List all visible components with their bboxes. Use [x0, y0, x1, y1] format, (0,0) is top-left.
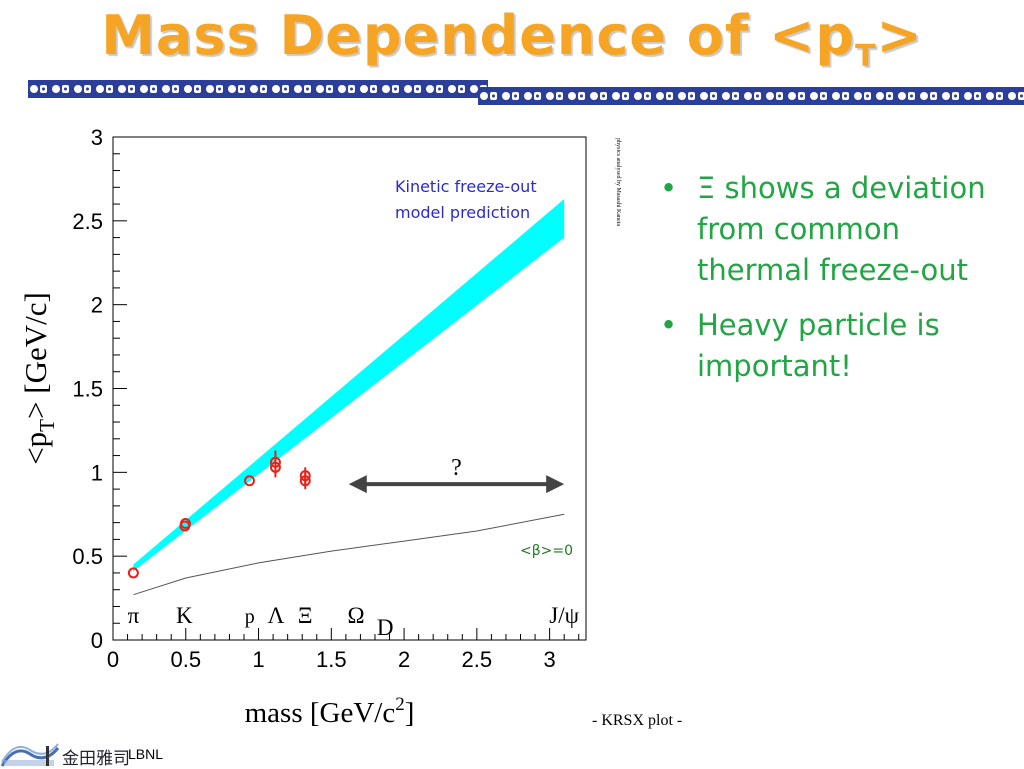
footer-logo-text: 金田雅司: [62, 749, 130, 769]
x-tick-label: 1: [252, 647, 264, 672]
y-tick-label: 2.5: [72, 209, 103, 234]
footer: 金田雅司 LBNL: [0, 738, 220, 769]
band-annotation-line1: Kinetic freeze-out: [395, 177, 537, 196]
band-annotation-line2: model prediction: [395, 203, 530, 222]
y-tick-label: 1: [91, 460, 103, 485]
decorative-band-top: [28, 80, 488, 98]
decorative-band-bottom: [478, 87, 1024, 105]
arrow-head-right: [546, 475, 565, 494]
curve-annotation: <β>=0: [520, 543, 573, 559]
x-tick-label: 1.5: [316, 647, 347, 672]
particle-label: Ω: [348, 603, 365, 628]
y-tick-label: 3: [91, 125, 103, 150]
data-point: [244, 475, 256, 487]
arrow-label: ?: [451, 455, 462, 481]
footer-lab: LBNL: [128, 746, 164, 762]
x-tick-label: 0: [107, 647, 119, 672]
x-tick-label: 3: [543, 647, 555, 672]
slide-title: Mass Dependence of <pT>: [0, 0, 1024, 93]
data-point: [269, 456, 281, 468]
title-end: >: [876, 4, 923, 67]
title-sub: T: [855, 38, 877, 74]
particle-label: D: [377, 615, 394, 640]
x-tick-label: 2: [398, 647, 410, 672]
y-axis-label-end: > [GeV/c]: [18, 292, 53, 419]
y-tick-label: 1.5: [72, 377, 103, 402]
y-axis-label-sub: T: [35, 419, 59, 432]
y-tick-label: 0: [91, 628, 103, 653]
bullet-item: • Heavy particle is important!: [660, 305, 990, 387]
x-tick-label: 0.5: [170, 647, 201, 672]
institution-logo-icon: [0, 743, 60, 767]
particle-label: Λ: [268, 603, 285, 628]
beta-zero-curve: [133, 513, 565, 596]
particle-label: p: [245, 606, 255, 628]
particle-label: Ξ: [298, 603, 313, 628]
bullet-dot: •: [660, 171, 678, 205]
data-point: [127, 567, 139, 579]
data-point: [179, 517, 191, 529]
bullet-item: • Ξ shows a deviation from common thermal…: [660, 168, 990, 291]
particle-label: J/ψ: [549, 603, 579, 628]
bullet-dot: •: [660, 308, 678, 342]
y-tick-label: 0.5: [72, 544, 103, 569]
bullet-text: shows a deviation from common thermal fr…: [697, 171, 986, 287]
x-axis-label-main: mass [GeV/c: [245, 697, 396, 729]
x-axis-label-sup: 2: [395, 694, 405, 715]
particle-label: K: [176, 603, 193, 628]
y-tick-label: 2: [91, 293, 103, 318]
particle-label: π: [128, 603, 140, 628]
side-note: physics analysed by Masashi Kaneta: [615, 138, 621, 226]
y-axis-label-main: <p: [18, 432, 53, 465]
x-tick-label: 2.5: [462, 647, 493, 672]
plot-credit: - KRSX plot -: [592, 712, 683, 729]
x-axis-label: mass [GeV/c2]: [245, 694, 415, 729]
bullet-symbol: Ξ: [697, 171, 716, 205]
bullet-list: • Ξ shows a deviation from common thermal…: [660, 168, 990, 401]
bullet-text: Heavy particle is important!: [697, 308, 940, 383]
freeze-out-band: [133, 199, 565, 572]
y-axis-label: <pT> [GeV/c]: [18, 292, 59, 465]
arrow-head-left: [348, 475, 367, 494]
title-main: Mass Dependence of <p: [101, 4, 856, 67]
data-point: [299, 470, 311, 482]
x-axis-label-end: ]: [405, 697, 415, 729]
